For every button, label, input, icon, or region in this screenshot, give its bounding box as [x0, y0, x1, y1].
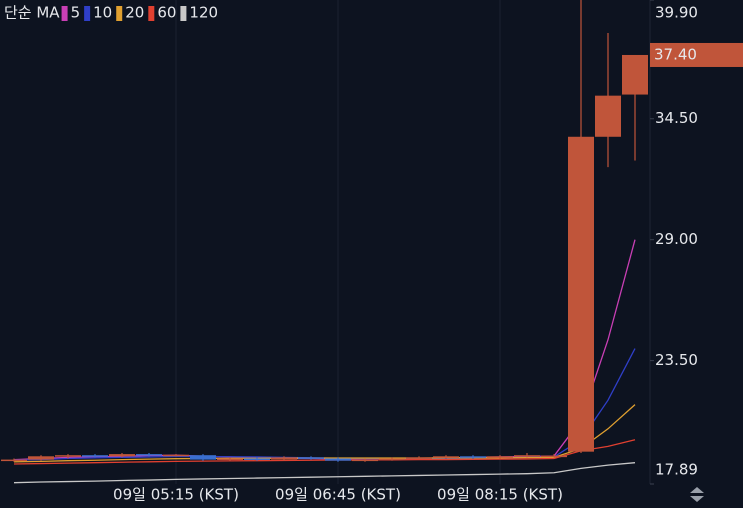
legend-swatch	[180, 6, 187, 21]
scroll-button[interactable]	[690, 487, 704, 502]
candle-body	[595, 95, 621, 137]
legend-swatch	[61, 6, 68, 21]
x-tick-label: 09일 05:15 (KST)	[113, 486, 239, 504]
candle-body	[298, 457, 324, 459]
x-tick-label: 09일 06:45 (KST)	[275, 486, 401, 504]
candle-body	[136, 454, 162, 456]
ma-line	[13, 404, 636, 463]
candle-body	[541, 455, 567, 458]
candle-body	[568, 136, 594, 452]
legend-swatch	[116, 6, 123, 21]
candle-body	[163, 454, 189, 457]
y-tick-label: 29.00	[655, 230, 698, 248]
legend-title: 단순 MA	[4, 4, 60, 22]
candle-body	[514, 455, 540, 457]
candle-body	[55, 455, 81, 457]
candle-body	[82, 455, 108, 457]
y-tick-label: 17.89	[655, 461, 698, 479]
candle-body	[487, 456, 513, 458]
up-arrow	[690, 487, 704, 493]
ma-line	[13, 439, 636, 465]
candle-body	[244, 458, 270, 460]
candle-body	[109, 454, 135, 457]
x-tick-label: 09일 08:15 (KST)	[437, 486, 563, 504]
y-tick-label: 23.50	[655, 351, 698, 369]
candle-body	[460, 456, 486, 458]
ma-line	[13, 462, 636, 484]
candle-body	[325, 458, 351, 461]
candle-body	[406, 457, 432, 459]
legend-label: 60	[157, 4, 176, 22]
legend-label: 5	[71, 4, 81, 22]
legend-label: 10	[93, 4, 112, 22]
candle-body	[379, 458, 405, 460]
candle-body	[28, 456, 54, 460]
down-arrow	[690, 496, 704, 502]
y-tick-label: 39.90	[655, 4, 698, 22]
candle-body	[1, 459, 27, 462]
candle-body	[271, 457, 297, 460]
legend-swatch	[148, 6, 155, 21]
last-price-label: 37.40	[654, 45, 697, 63]
legend-label: 20	[125, 4, 144, 22]
legend-swatch	[84, 6, 91, 21]
last-price-badge	[650, 42, 743, 67]
legend-label: 120	[189, 4, 218, 22]
candle-body	[352, 459, 378, 462]
candle-body	[622, 54, 648, 95]
y-tick-label: 34.50	[655, 109, 698, 127]
candle-body	[190, 455, 216, 460]
candle-body	[433, 456, 459, 458]
candle-body	[217, 458, 243, 460]
